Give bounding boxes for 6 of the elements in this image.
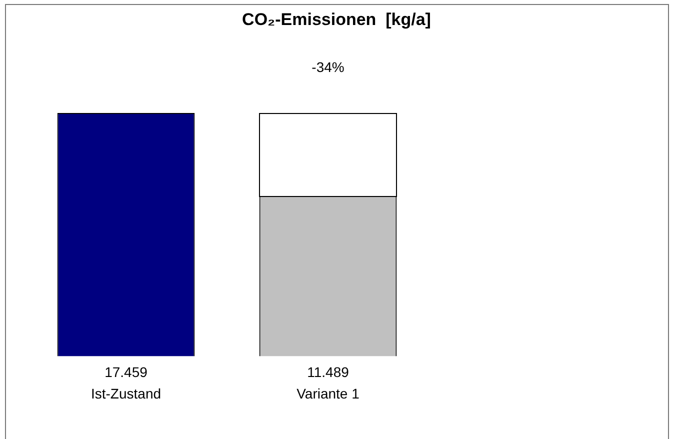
chart-title: CO₂-Emissionen [kg/a] [242, 10, 431, 30]
x-tick-label: Variante 1 [296, 385, 360, 402]
data-label: 17.459 [104, 364, 148, 380]
data-label: 11.489 [307, 364, 350, 380]
text: -34% [312, 58, 344, 75]
x-tick-label: Ist-Zustand [90, 385, 162, 402]
